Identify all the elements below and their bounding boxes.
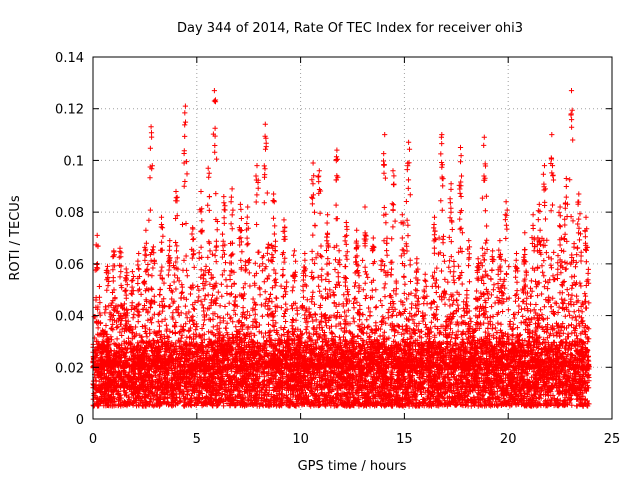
y-tick-label: 0.08 <box>55 206 84 221</box>
y-tick-label: 0.04 <box>55 310 84 325</box>
y-axis-label: ROTI / TECUs <box>8 195 23 280</box>
data-points <box>90 88 592 409</box>
x-axis-label: GPS time / hours <box>298 459 407 474</box>
x-tick-label: 15 <box>396 432 413 447</box>
y-tick-label: 0.06 <box>55 258 84 273</box>
x-tick-label: 0 <box>89 432 97 447</box>
x-tick-label: 20 <box>500 432 517 447</box>
y-tick-label: 0.14 <box>55 51 84 66</box>
y-tick-label: 0.02 <box>55 361 84 376</box>
plot-frame <box>92 56 613 420</box>
axis-ticks: 0 0.02 0.04 0.06 0.08 0.1 0.12 0.14 0 5 10 15 20 25 <box>55 51 620 447</box>
chart-title: Day 344 of 2014, Rate Of TEC Index for r… <box>177 21 523 36</box>
roti-data-markers <box>90 88 592 409</box>
x-tick-label: 5 <box>193 432 201 447</box>
y-tick-label: 0.12 <box>55 103 84 118</box>
x-tick-label: 25 <box>604 432 621 447</box>
y-tick-label: 0.1 <box>63 154 84 169</box>
y-tick-label: 0 <box>76 413 84 428</box>
x-tick-label: 10 <box>292 432 309 447</box>
